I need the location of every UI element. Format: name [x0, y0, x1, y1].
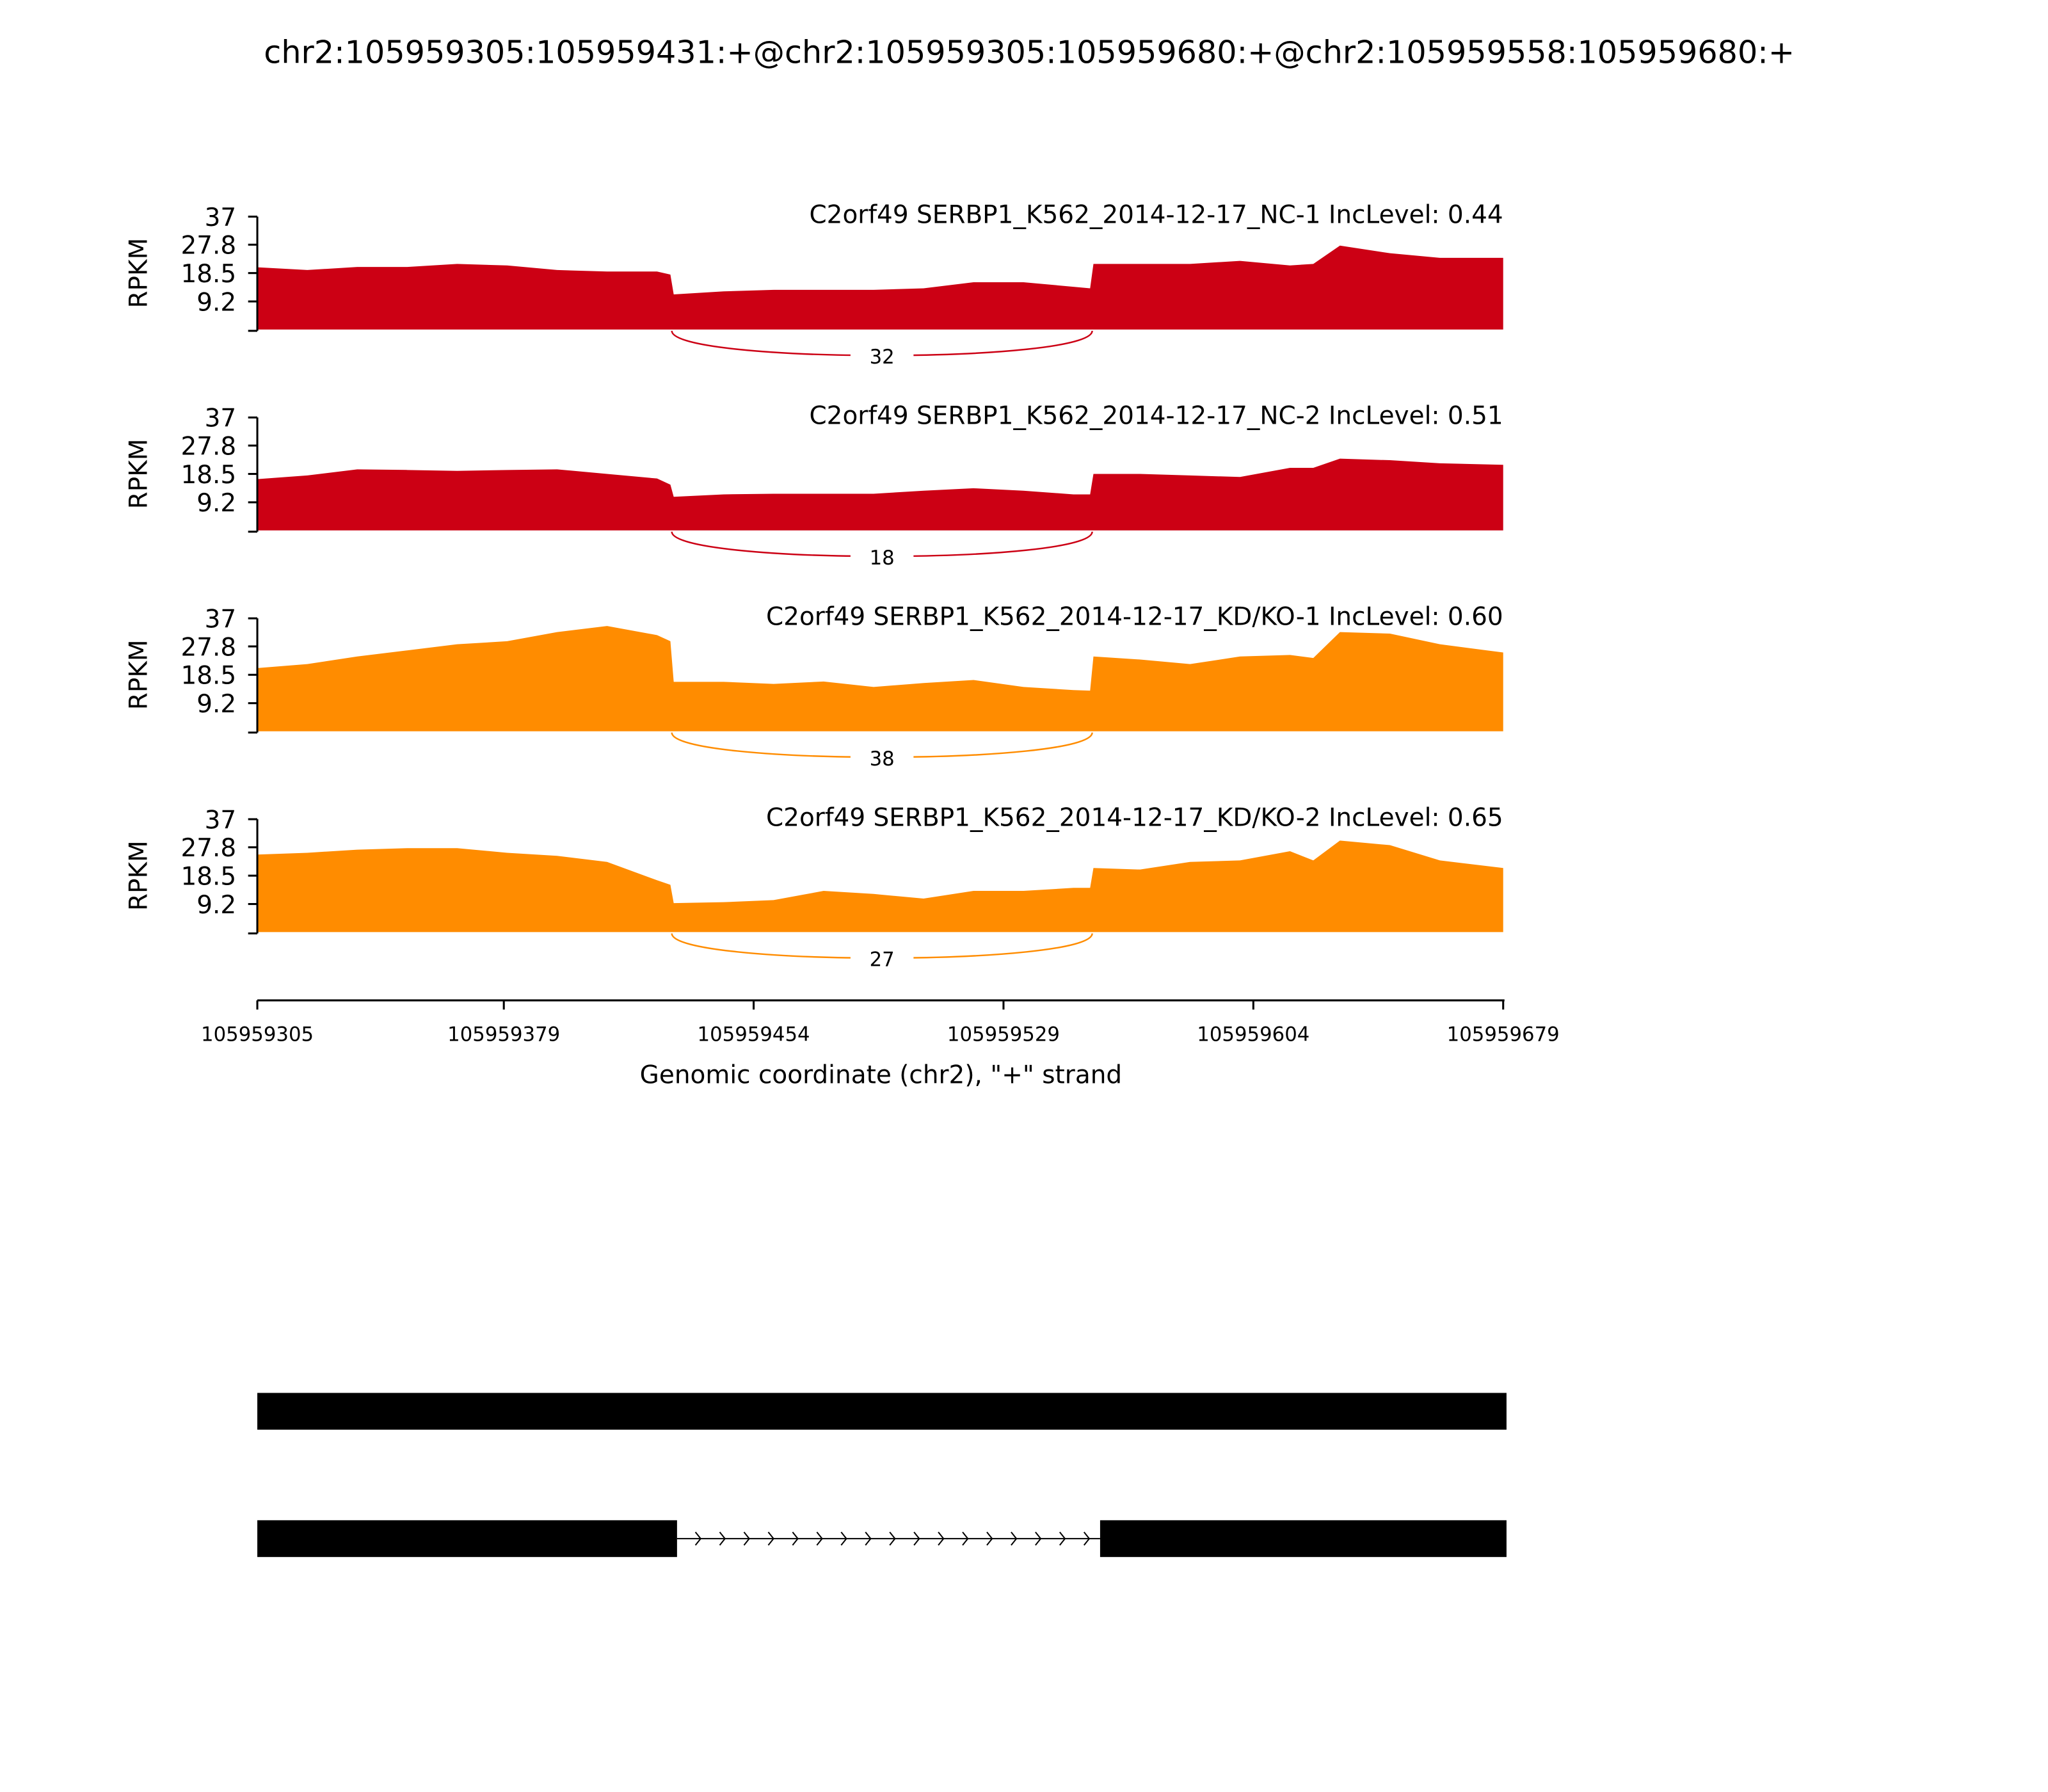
- series-label: C2orf49 SERBP1_K562_2014-12-17_NC-1 IncL…: [809, 201, 1503, 230]
- series-label: C2orf49 SERBP1_K562_2014-12-17_NC-2 IncL…: [809, 402, 1503, 431]
- y-tick-label: 9.2: [196, 891, 236, 920]
- intron-chevron: [962, 1532, 969, 1546]
- y-tick-label: 9.2: [196, 288, 236, 317]
- junction-label-bg: [850, 744, 914, 771]
- y-tick-label: 37: [205, 204, 237, 232]
- intron-chevron: [986, 1532, 993, 1546]
- junction-count: 32: [870, 346, 895, 369]
- y-tick-label: 27.8: [180, 633, 236, 662]
- junction-count: 27: [870, 948, 895, 972]
- y-axis-label: RPKM: [125, 238, 154, 308]
- intron-chevron: [792, 1532, 799, 1546]
- intron-chevron: [913, 1532, 920, 1546]
- exon: [1100, 1520, 1507, 1557]
- y-axis-label: RPKM: [125, 439, 154, 509]
- x-tick-label: 105959679: [1447, 1023, 1560, 1046]
- junction-label-bg: [850, 543, 914, 570]
- y-tick-label: 37: [205, 806, 237, 835]
- chart-title: chr2:105959305:105959431:+@chr2:10595930…: [264, 33, 1795, 70]
- intron-chevron: [816, 1532, 823, 1546]
- intron-chevron: [767, 1532, 774, 1546]
- series-label: C2orf49 SERBP1_K562_2014-12-17_KD/KO-2 I…: [766, 803, 1503, 832]
- intron-chevron: [938, 1532, 945, 1546]
- y-tick-label: 18.5: [180, 863, 236, 892]
- coverage-area: [257, 245, 1503, 330]
- exon: [257, 1520, 677, 1557]
- series-label: C2orf49 SERBP1_K562_2014-12-17_KD/KO-1 I…: [766, 602, 1503, 631]
- intron-chevron: [1059, 1532, 1066, 1546]
- y-tick-label: 37: [205, 404, 237, 433]
- intron-chevron: [840, 1532, 847, 1546]
- y-tick-label: 18.5: [180, 461, 236, 490]
- x-tick-label: 105959604: [1197, 1023, 1309, 1046]
- intron-chevron: [865, 1532, 872, 1546]
- coverage-area: [257, 840, 1503, 932]
- junction-label-bg: [850, 945, 914, 972]
- intron-chevron: [1083, 1532, 1091, 1546]
- coverage-area: [257, 458, 1503, 531]
- intron-chevron: [719, 1532, 726, 1546]
- x-tick-label: 105959529: [947, 1023, 1060, 1046]
- y-tick-label: 18.5: [180, 662, 236, 691]
- y-tick-label: 27.8: [180, 433, 236, 461]
- exon: [257, 1393, 1507, 1430]
- x-tick-label: 105959305: [201, 1023, 314, 1046]
- y-tick-label: 37: [205, 605, 237, 634]
- x-tick-label: 105959454: [698, 1023, 810, 1046]
- y-axis-label: RPKM: [125, 639, 154, 710]
- y-tick-label: 27.8: [180, 232, 236, 260]
- y-tick-label: 9.2: [196, 690, 236, 719]
- intron-chevron: [1035, 1532, 1042, 1546]
- y-tick-label: 9.2: [196, 489, 236, 518]
- junction-count: 38: [870, 748, 895, 771]
- x-tick-label: 105959379: [447, 1023, 560, 1046]
- x-axis-label: Genomic coordinate (chr2), "+" strand: [640, 1060, 1122, 1089]
- y-tick-label: 18.5: [180, 260, 236, 289]
- intron-chevron: [889, 1532, 896, 1546]
- junction-label-bg: [850, 342, 914, 369]
- coverage-area: [257, 626, 1503, 732]
- junction-count: 18: [870, 547, 895, 570]
- y-tick-label: 27.8: [180, 834, 236, 863]
- intron-chevron: [1011, 1532, 1018, 1546]
- intron-chevron: [743, 1532, 751, 1546]
- y-axis-label: RPKM: [125, 840, 154, 911]
- intron-chevron: [694, 1532, 702, 1546]
